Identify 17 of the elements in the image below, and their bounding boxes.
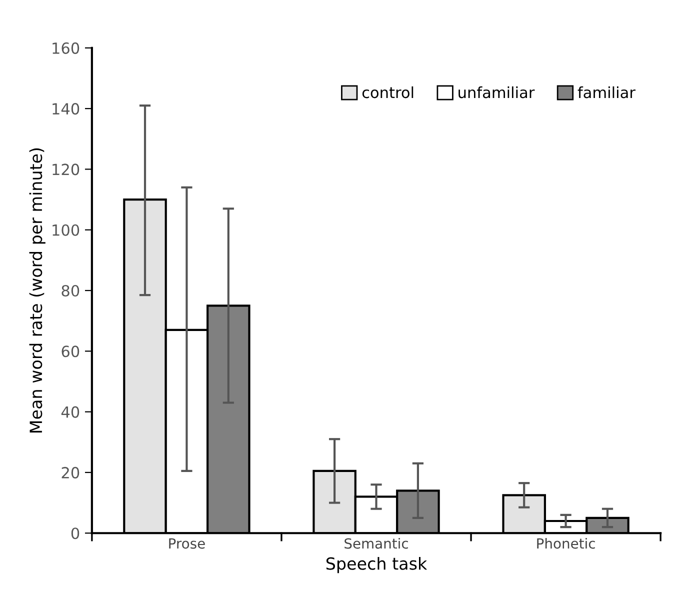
y-tick-label: 100 xyxy=(52,224,80,236)
y-tick-label: 120 xyxy=(52,164,80,176)
x-tick-label: Phonetic xyxy=(537,538,595,549)
y-tick-label: 60 xyxy=(62,346,80,358)
legend-label: unfamiliar xyxy=(458,86,535,98)
x-tick-label: Semantic xyxy=(344,538,408,549)
legend-label: control xyxy=(362,86,414,98)
x-tick-label: Prose xyxy=(169,538,205,549)
legend-label: familiar xyxy=(578,86,636,98)
y-tick-label: 0 xyxy=(71,528,80,540)
x-axis-title: Speech task xyxy=(326,556,428,574)
y-tick-label: 80 xyxy=(62,284,80,297)
y-tick-label: 20 xyxy=(62,466,80,478)
y-tick-label: 160 xyxy=(52,42,80,54)
y-tick-label: 40 xyxy=(61,406,80,418)
y-axis-title: Mean word rate (word per minute) xyxy=(29,148,46,432)
y-tick-label: 140 xyxy=(52,103,80,115)
